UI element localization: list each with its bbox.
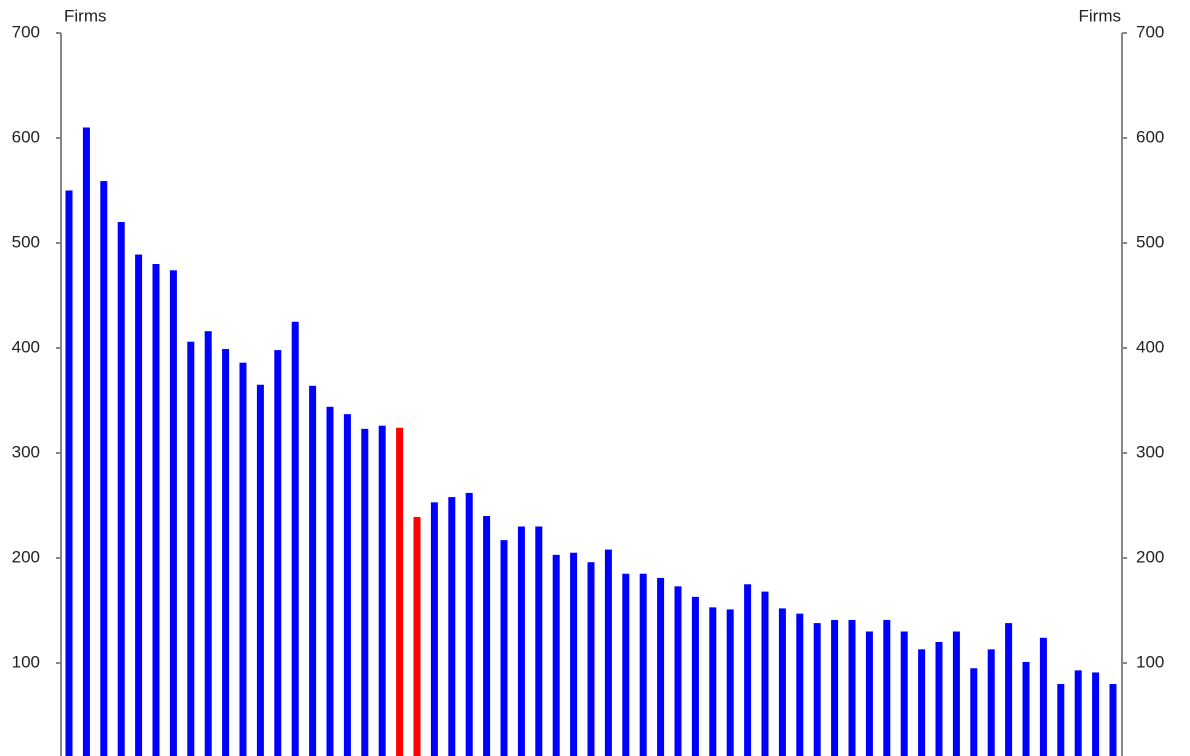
bar (831, 619, 839, 756)
bar (639, 573, 647, 756)
y-axis-label: Firms (64, 6, 106, 25)
bar (691, 596, 699, 756)
bar (552, 554, 560, 756)
bar (135, 254, 143, 756)
bar (187, 341, 195, 756)
y2-tick-label: 100 (1136, 652, 1164, 671)
bar (535, 526, 543, 756)
y2-tick-label: 200 (1136, 547, 1164, 566)
bar (378, 425, 386, 756)
bar (952, 631, 960, 756)
bar (483, 516, 491, 756)
bar (291, 321, 299, 756)
bar (778, 608, 786, 756)
bar (413, 517, 421, 756)
bar (430, 502, 438, 756)
bar (309, 385, 317, 756)
bar (1092, 672, 1100, 756)
bar (709, 607, 717, 756)
bar (343, 414, 351, 756)
y2-tick-label: 400 (1136, 337, 1164, 356)
bar (1022, 661, 1030, 756)
bar (848, 619, 856, 756)
bar (622, 573, 630, 756)
bar (65, 190, 73, 756)
bar (500, 540, 508, 756)
y2-axis-label: Firms (1079, 6, 1121, 25)
bar (256, 384, 264, 756)
bar (117, 222, 125, 756)
bar (448, 497, 456, 756)
bar (604, 549, 612, 756)
bar (82, 127, 90, 756)
y2-tick-label: 300 (1136, 442, 1164, 461)
bar (813, 623, 821, 756)
bar (918, 649, 926, 756)
y-tick-label: 200 (12, 547, 40, 566)
bar (587, 562, 595, 756)
bar (100, 181, 108, 756)
bar (674, 586, 682, 756)
bar (570, 552, 578, 756)
bar (796, 613, 804, 756)
bar (987, 649, 995, 756)
bar (396, 427, 404, 756)
bar (1005, 623, 1013, 756)
y-tick-label: 300 (12, 442, 40, 461)
bar (1074, 670, 1082, 756)
bar (326, 406, 334, 756)
bar (726, 609, 734, 756)
bar (761, 591, 769, 756)
y2-tick-label: 500 (1136, 232, 1164, 251)
bar (744, 584, 752, 756)
y-tick-label: 500 (12, 232, 40, 251)
bar (274, 350, 282, 756)
y-tick-label: 700 (12, 22, 40, 41)
bar (900, 631, 908, 756)
bar (883, 619, 891, 756)
bar (865, 631, 873, 756)
y-tick-label: 100 (12, 652, 40, 671)
bar (517, 526, 525, 756)
bar (1039, 637, 1047, 756)
bar (465, 492, 473, 756)
y2-tick-label: 600 (1136, 127, 1164, 146)
bar (1109, 684, 1117, 756)
bar (152, 264, 160, 756)
bar (935, 642, 943, 756)
bar (1057, 684, 1065, 756)
bar (169, 270, 177, 756)
bar (204, 331, 212, 756)
y-tick-label: 600 (12, 127, 40, 146)
bar (657, 577, 665, 756)
bar (361, 428, 369, 756)
bar (970, 668, 978, 756)
y2-tick-label: 700 (1136, 22, 1164, 41)
y-tick-label: 400 (12, 337, 40, 356)
bar (222, 349, 230, 756)
bar (239, 362, 247, 756)
